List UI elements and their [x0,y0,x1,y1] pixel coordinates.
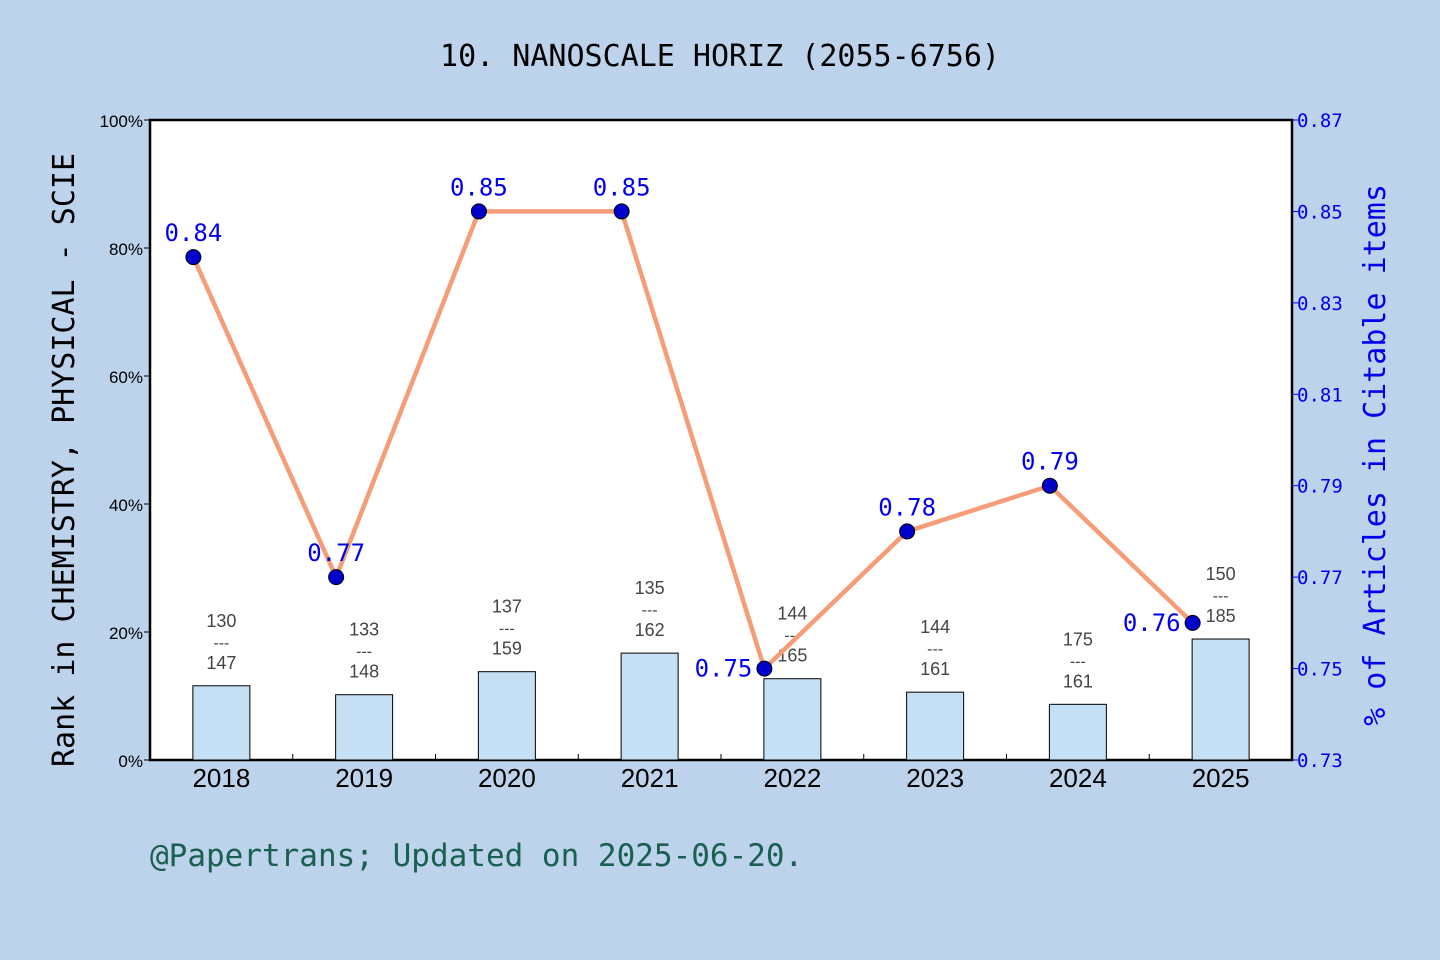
line-point-2022 [756,660,773,677]
y-left-tick-label-4: 80% [109,240,143,259]
footer-note: @Papertrans; Updated on 2025-06-20. [150,838,803,874]
total-label-2019: 148 [349,662,379,682]
line-point-2025 [1184,614,1201,631]
total-label-2023: 161 [920,659,950,679]
y-axis-left-label: Rank in CHEMISTRY, PHYSICAL - SCIE [47,153,82,767]
x-tick-label-2024: 2024 [1049,763,1107,793]
bar-2022 [763,678,822,761]
y-right-tick-label-2: 0.77 [1297,567,1343,589]
bar-2020 [477,671,536,761]
rank-separator-2020: --- [499,621,515,638]
bar-2025 [1191,638,1250,761]
chart-title: 10. NANOSCALE HORIZ (2055-6756) [440,39,1000,74]
line-value-label-2019: 0.77 [307,539,365,567]
rank-label-2019: 133 [349,620,379,640]
y-axis-right-label: % of Articles in Citable items [1358,184,1393,726]
bar-2023 [906,691,965,761]
line-point-2021 [613,203,630,220]
total-label-2025: 185 [1206,606,1236,626]
y-right-tick-label-1: 0.75 [1297,659,1343,681]
x-tick-label-2019: 2019 [335,763,393,793]
rank-label-2018: 130 [206,611,236,631]
rank-label-2021: 135 [635,578,665,598]
line-value-label-2022: 0.75 [695,655,753,683]
x-tick-label-2021: 2021 [621,763,679,793]
bar-2021 [620,652,679,761]
x-tick-label-2023: 2023 [906,763,964,793]
y-right-tick-label-7: 0.87 [1297,110,1343,132]
y-right-tick-label-4: 0.81 [1297,384,1343,406]
rank-separator-2021: --- [642,602,658,619]
line-point-2018 [185,249,202,266]
line-value-label-2025: 0.76 [1123,609,1181,637]
rank-label-2020: 137 [492,597,522,617]
rank-label-2024: 175 [1063,629,1093,649]
rank-label-2023: 144 [920,617,950,637]
line-point-2020 [470,203,487,220]
rank-separator-2023: --- [927,641,943,658]
y-left-tick-label-5: 100% [100,112,143,131]
line-point-2024 [1041,477,1058,494]
series-line [191,209,1195,671]
line-value-label-2024: 0.79 [1021,448,1079,476]
plot-area [148,118,1294,762]
bar-2018 [192,685,251,761]
bar-2019 [335,694,394,761]
line-value-label-2023: 0.78 [878,493,936,521]
y-right-tick-label-5: 0.83 [1297,293,1343,315]
rank-label-2025: 150 [1206,564,1236,584]
y-left-tick-label-2: 40% [109,496,143,515]
y-left-tick-label-1: 20% [109,624,143,643]
line-point-2019 [328,569,345,586]
rank-separator-2025: --- [1213,588,1229,605]
total-label-2024: 161 [1063,671,1093,691]
y-left-tick-label-3: 60% [109,368,143,387]
rank-separator-2018: --- [213,635,229,652]
rank-separator-2024: --- [1070,653,1086,670]
x-tick-label-2022: 2022 [763,763,821,793]
y-right-tick-label-6: 0.85 [1297,201,1343,223]
x-tick-label-2018: 2018 [192,763,250,793]
line-value-label-2021: 0.85 [593,173,651,201]
line-value-label-2020: 0.85 [450,173,508,201]
total-label-2021: 162 [635,620,665,640]
rank-separator-2019: --- [356,644,372,661]
x-tick-label-2020: 2020 [478,763,536,793]
bar-2024 [1048,703,1107,761]
total-label-2018: 147 [206,653,236,673]
y-left-tick-label-0: 0% [118,752,143,771]
total-label-2020: 159 [492,639,522,659]
line-point-2023 [899,523,916,540]
rank-label-2022: 144 [777,604,807,624]
line-value-label-2018: 0.84 [164,219,222,247]
y-right-tick-label-3: 0.79 [1297,476,1343,498]
y-right-tick-label-0: 0.73 [1297,750,1343,772]
x-tick-label-2025: 2025 [1192,763,1250,793]
